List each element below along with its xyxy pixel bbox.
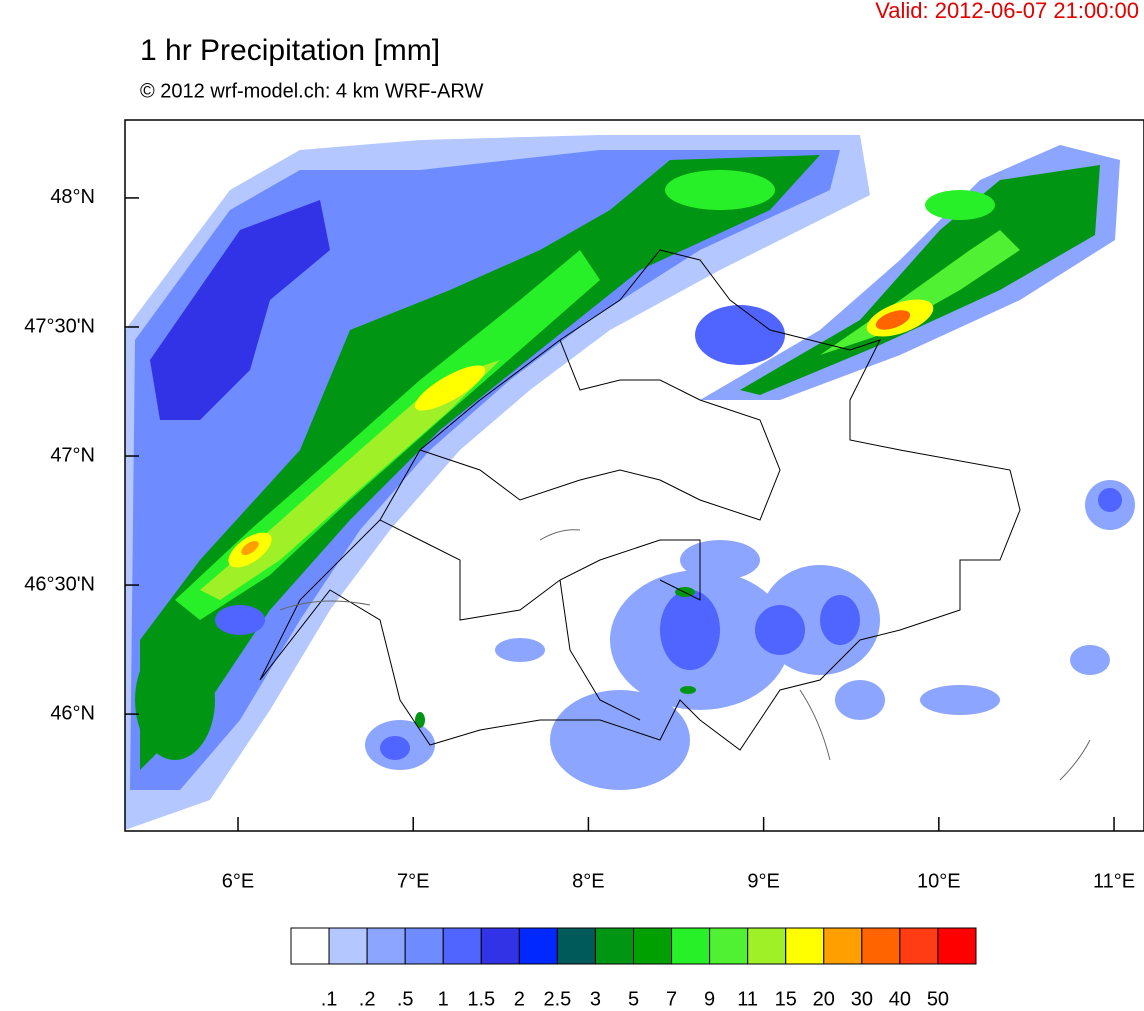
rain-patches: [215, 488, 1122, 760]
legend-swatch: [861, 927, 901, 965]
lakes: [279, 529, 1091, 781]
rain-area: [130, 150, 840, 790]
legend-label: 11: [737, 988, 758, 1010]
legend-label: .1: [321, 988, 338, 1010]
x-tick-label: 11°E: [1093, 870, 1135, 892]
rain-core: [875, 310, 911, 330]
map-frame: [124, 119, 1144, 832]
legend-label: 40: [889, 988, 911, 1010]
legend-swatch: [404, 927, 444, 965]
legend-swatch: [709, 927, 749, 965]
rain-core: [925, 190, 995, 220]
rain-core: [241, 540, 259, 556]
legend-label: 20: [813, 988, 835, 1010]
legend-label: 3: [590, 988, 601, 1010]
rain-area: [140, 155, 820, 770]
legend-swatch: [633, 927, 673, 965]
rain-area: [150, 200, 330, 420]
rain-area: [200, 360, 500, 600]
legend-label: .2: [359, 988, 376, 1010]
legend-label: 30: [851, 988, 873, 1010]
legend-label: 7: [666, 988, 677, 1010]
x-tick-label: 6°E: [222, 870, 254, 892]
legend-swatch: [899, 927, 939, 965]
legend-swatch: [556, 927, 596, 965]
legend-swatch: [671, 927, 711, 965]
legend-swatch: [518, 927, 558, 965]
legend-label: 2: [514, 988, 525, 1010]
legend-swatch: [328, 927, 368, 965]
legend-label: 1.5: [467, 988, 495, 1010]
legend-swatch: [823, 927, 863, 965]
x-tick-label: 10°E: [917, 870, 961, 892]
rain-area: [695, 305, 785, 365]
rain-area: [740, 165, 1100, 395]
rain-core: [665, 170, 775, 210]
legend-label: 2.5: [543, 988, 571, 1010]
legend-label: 9: [704, 988, 715, 1010]
y-tick-label: 46°30'N: [24, 573, 95, 595]
legend-label: 50: [927, 988, 949, 1010]
legend-label: 1: [438, 988, 449, 1010]
legend-swatch: [747, 927, 787, 965]
y-tick-label: 47°30'N: [24, 315, 95, 337]
y-tick-label: 48°N: [50, 186, 95, 208]
x-tick-label: 8°E: [572, 870, 604, 892]
x-tick-label: 7°E: [397, 870, 429, 892]
y-tick-label: 47°N: [50, 444, 95, 466]
legend-swatch: [785, 927, 825, 965]
legend-swatch: [937, 927, 977, 965]
borders: [259, 249, 1021, 751]
map-subtitle: © 2012 wrf-model.ch: 4 km WRF-ARW: [140, 80, 483, 102]
rain-core: [414, 365, 486, 411]
map-title: 1 hr Precipitation [mm]: [140, 34, 440, 67]
y-tick-label: 46°N: [50, 702, 95, 724]
legend-label: 15: [775, 988, 797, 1010]
legend-swatch: [480, 927, 520, 965]
rain-area: [135, 640, 215, 760]
precipitation-field: [125, 135, 1135, 830]
legend-swatch: [442, 927, 482, 965]
legend-label: 5: [628, 988, 639, 1010]
legend-swatch: [290, 927, 330, 965]
valid-time: Valid: 2012-06-07 21:00:00: [875, 0, 1139, 23]
legend-swatch: [594, 927, 635, 965]
legend-swatch: [366, 927, 406, 965]
rain-patches: [365, 480, 1135, 790]
x-tick-label: 9°E: [747, 870, 779, 892]
legend-label: .5: [397, 988, 414, 1010]
